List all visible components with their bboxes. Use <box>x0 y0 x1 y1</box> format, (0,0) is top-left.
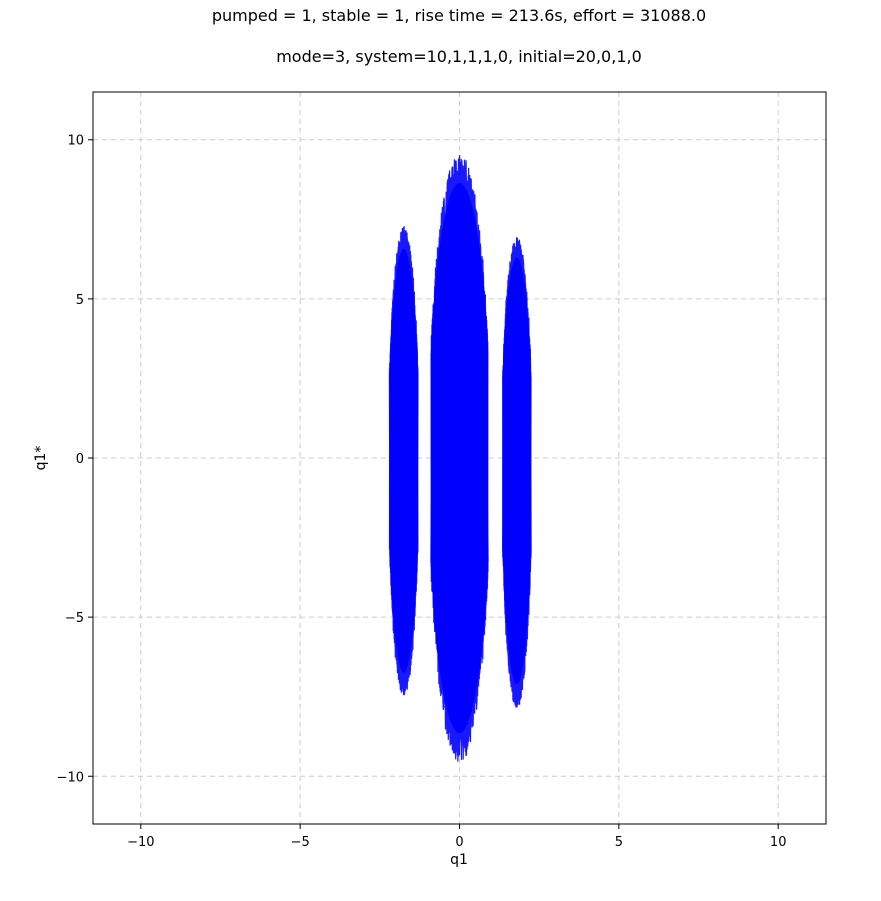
y-tick-label: 5 <box>76 293 84 308</box>
y-axis-label: q1* <box>33 446 49 471</box>
chart-subtitle: mode=3, system=10,1,1,1,0, initial=20,0,… <box>276 47 642 66</box>
x-tick-label: 0 <box>455 835 463 850</box>
x-tick-label: 5 <box>615 835 623 850</box>
series-body-lobe-2 <box>430 183 489 733</box>
x-tick-label: 10 <box>770 835 787 850</box>
y-tick-label: −5 <box>65 611 84 626</box>
tick-layer: −10 −5 0 5 10 −10 −5 0 5 10 <box>57 134 787 850</box>
y-tick-label: 0 <box>76 452 84 467</box>
data-layer <box>388 155 532 762</box>
x-tick-label: −5 <box>291 835 310 850</box>
series-body-lobe-3 <box>502 257 532 685</box>
x-tick-label: −10 <box>127 835 154 850</box>
chart-title: pumped = 1, stable = 1, rise time = 213.… <box>212 6 706 25</box>
x-axis-label: q1 <box>450 852 468 868</box>
series-body-lobe-1 <box>389 248 419 673</box>
y-tick-label: 10 <box>67 134 84 149</box>
y-tick-label: −10 <box>57 770 84 785</box>
